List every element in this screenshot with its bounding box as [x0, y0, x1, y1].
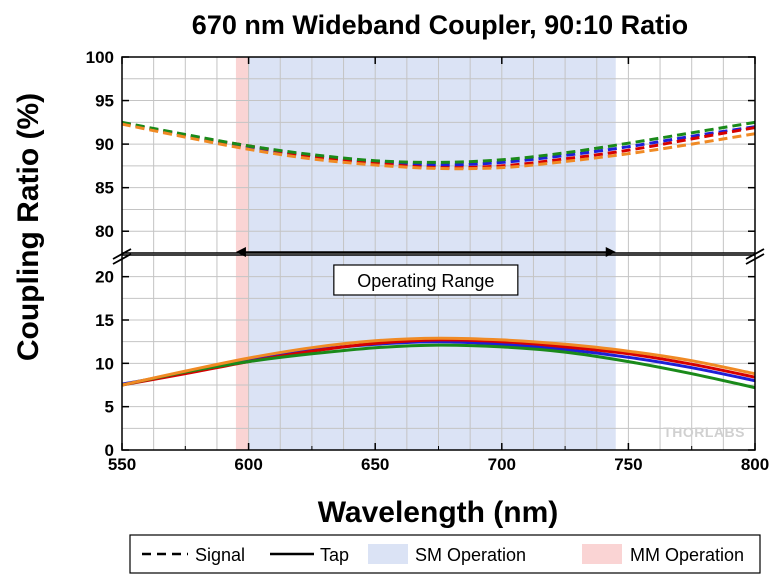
x-tick-label: 650	[361, 455, 389, 474]
axis-break-mark	[112, 248, 132, 260]
y-tick-label: 100	[86, 48, 114, 67]
tap-green-line	[122, 343, 755, 390]
legend-sm-operation-label: SM Operation	[415, 545, 526, 565]
y-tick-label: 85	[95, 179, 114, 198]
series-group	[122, 120, 755, 390]
tap-orange-line	[122, 336, 755, 387]
legend-tap-label: Tap	[320, 545, 349, 565]
legend-mm-operation-label: MM Operation	[630, 545, 744, 565]
legend-mm-operation-swatch	[582, 544, 622, 564]
chart-title: 670 nm Wideband Coupler, 90:10 Ratio	[192, 10, 688, 40]
x-tick-label: 800	[741, 455, 769, 474]
x-tick-label: 600	[234, 455, 262, 474]
operating-range-arrowhead-left	[235, 247, 246, 257]
axis-break-mark	[745, 253, 765, 265]
legend-sm-operation-swatch	[368, 544, 408, 564]
legend: Signal Tap SM Operation MM Operation	[129, 534, 761, 574]
upper-plot-frame	[121, 56, 756, 254]
signal-green-line	[122, 120, 755, 164]
y-tick-label: 0	[105, 441, 114, 460]
x-tick-label: 550	[108, 455, 136, 474]
x-tick-label: 750	[614, 455, 642, 474]
axis-break-gap	[110, 253, 767, 255]
y-tick-label: 10	[95, 354, 114, 373]
y-axis-title: Coupling Ratio (%)	[12, 93, 45, 361]
x-axis-title: Wavelength (nm)	[318, 496, 559, 529]
y-tick-label: 15	[95, 311, 114, 330]
y-tick-label: 90	[95, 135, 114, 154]
plot-area: THORLABS 550 600 650 700 750 800 80 85 90 95 100 0 5 1…	[86, 48, 770, 474]
x-tick-label: 700	[488, 455, 516, 474]
operating-range-label: Operating Range	[357, 271, 494, 291]
y-tick-label: 95	[95, 92, 114, 111]
thorlabs-watermark: THORLABS	[663, 424, 745, 440]
signal-orange-line	[122, 122, 755, 171]
operating-range-box	[333, 264, 519, 296]
legend-signal-label: Signal	[195, 545, 245, 565]
y-tick-label: 5	[105, 398, 114, 417]
y-tick-label: 20	[95, 268, 114, 287]
y-tick-label: 80	[95, 222, 114, 241]
axis-break-mark	[112, 253, 132, 265]
axis-break-mark	[745, 248, 765, 260]
legend-frame	[129, 534, 761, 574]
operating-range-arrowhead-right	[605, 247, 616, 257]
